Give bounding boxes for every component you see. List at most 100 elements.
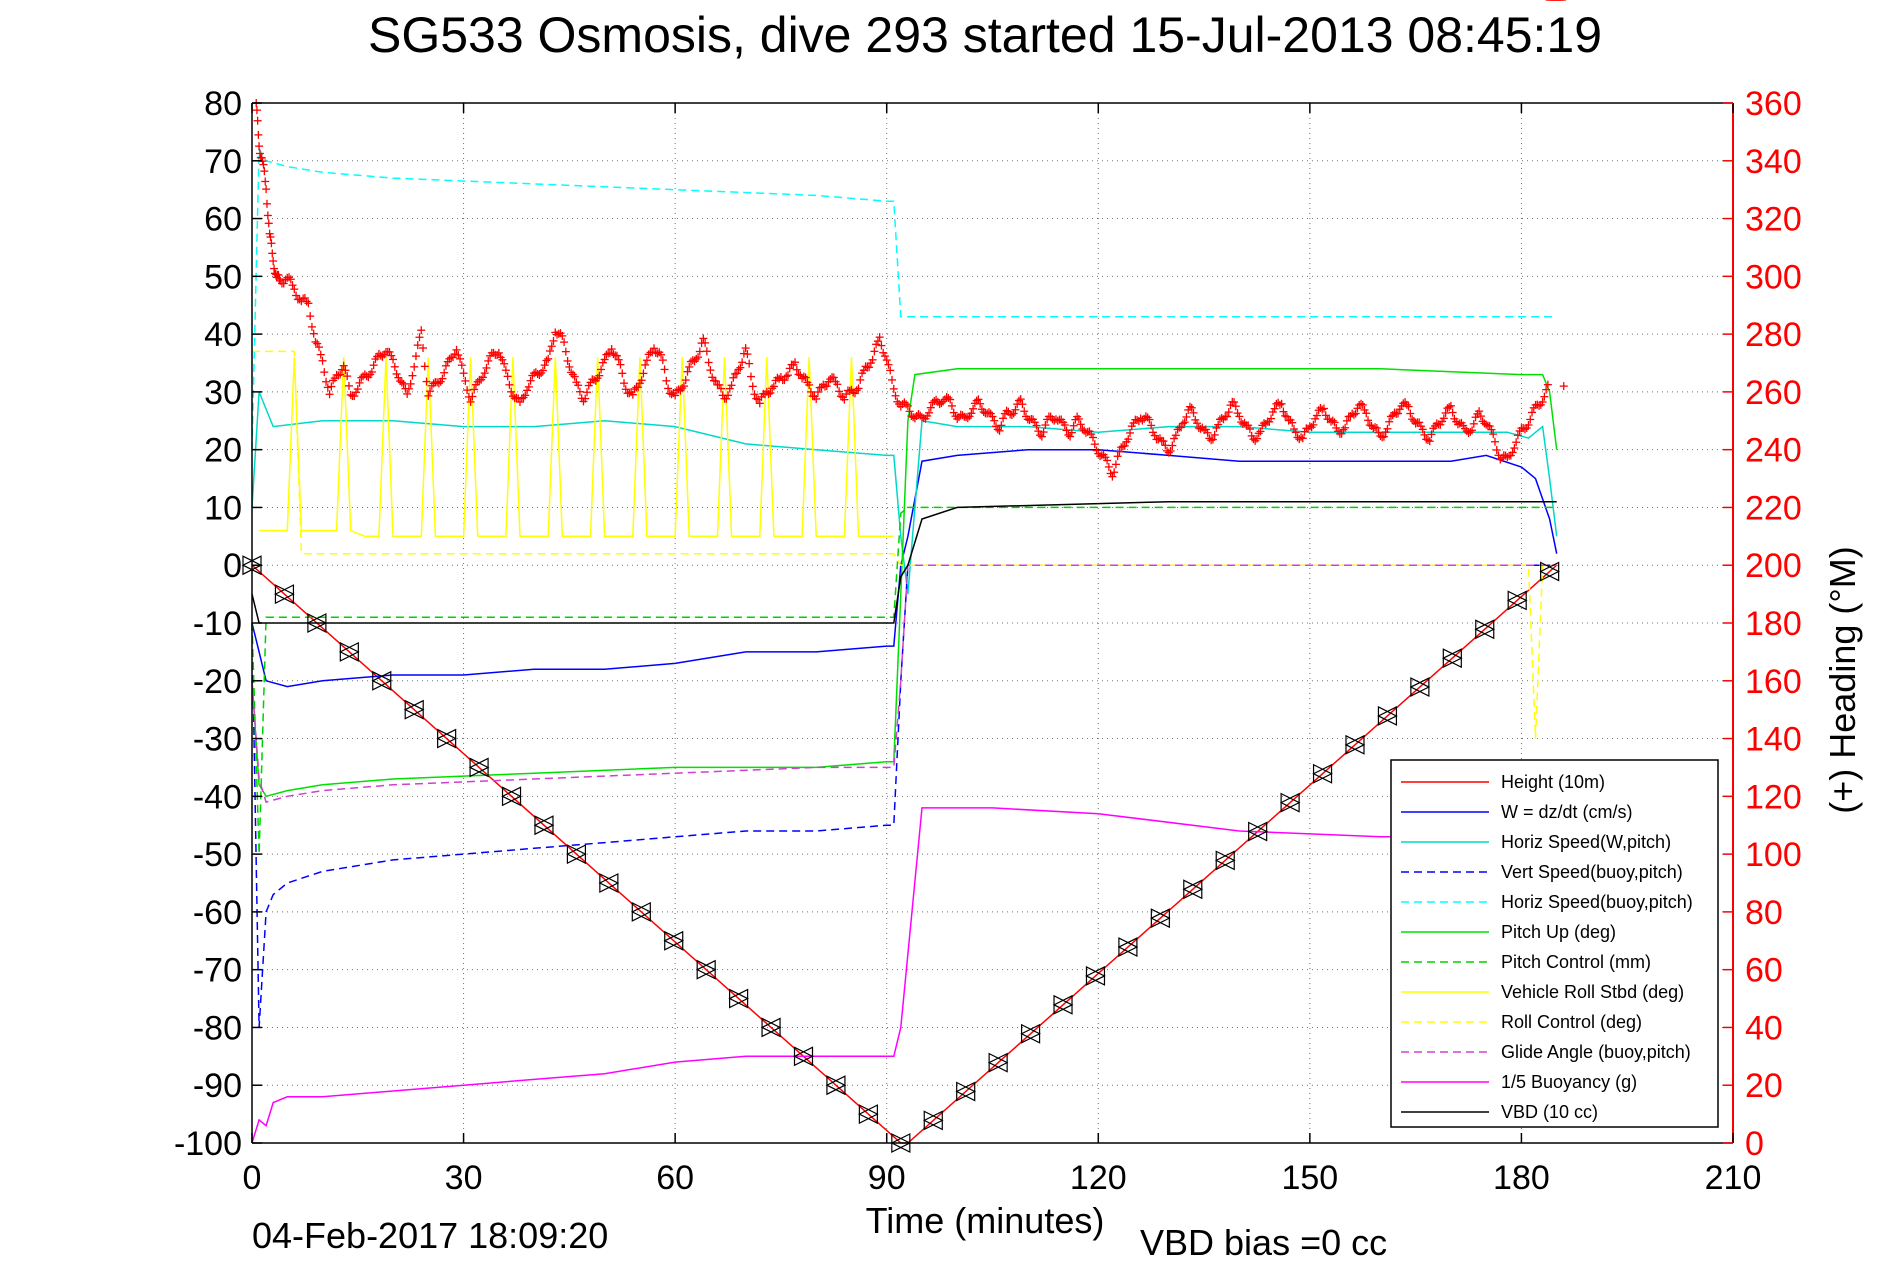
- heading-marker: [415, 333, 424, 342]
- heading-marker: [320, 368, 329, 377]
- heading-marker: [595, 371, 604, 380]
- y-tick-label: -40: [193, 778, 242, 816]
- heading-marker: [392, 369, 401, 378]
- y-tick-label: -10: [193, 605, 242, 643]
- height-marker: [663, 930, 685, 951]
- heading-marker: [997, 421, 1006, 430]
- heading-marker: [1538, 397, 1547, 406]
- legend-label: Horiz Speed(W,pitch): [1501, 832, 1671, 852]
- height-marker: [371, 670, 393, 691]
- heading-marker: [903, 401, 912, 410]
- heading-marker: [768, 384, 777, 393]
- heading-marker: [1138, 416, 1147, 425]
- heading-marker: [1066, 432, 1075, 441]
- heading-marker: [993, 425, 1002, 434]
- heading-marker: [1319, 404, 1328, 413]
- heading-marker: [905, 407, 914, 416]
- heading-marker: [873, 337, 882, 346]
- heading-marker: [1032, 421, 1041, 430]
- heading-marker: [494, 348, 503, 357]
- heading-marker: [1069, 421, 1078, 430]
- heading-marker: [457, 361, 466, 370]
- heading-marker: [1007, 410, 1016, 419]
- heading-marker: [1312, 411, 1321, 420]
- y-tick-label: -70: [193, 952, 242, 990]
- series-line-pitch_ctrl: [251, 506, 1557, 855]
- heading-marker: [524, 382, 533, 391]
- heading-marker: [255, 142, 264, 151]
- heading-marker: [484, 356, 493, 365]
- series-line-pitch: [251, 368, 1558, 798]
- heading-marker: [390, 362, 399, 371]
- heading-marker: [725, 384, 734, 393]
- heading-marker: [642, 356, 651, 365]
- heading-marker: [1327, 417, 1336, 426]
- heading-marker: [1358, 400, 1367, 409]
- height-marker: [1474, 619, 1496, 640]
- heading-marker: [605, 349, 614, 358]
- height-marker: [338, 641, 360, 662]
- heading-marker: [1230, 398, 1239, 407]
- heading-marker: [385, 347, 394, 356]
- height-marker: [403, 699, 425, 720]
- height-marker: [1344, 734, 1366, 755]
- heading-marker: [988, 412, 997, 421]
- heading-marker: [1020, 407, 1029, 416]
- heading-marker: [441, 361, 450, 370]
- heading-marker: [750, 390, 759, 399]
- x-tick-label: 210: [1705, 1159, 1762, 1197]
- heading-marker: [1097, 451, 1106, 460]
- heading-marker: [1025, 416, 1034, 425]
- heading-marker: [861, 362, 870, 371]
- heading-marker: [699, 334, 708, 343]
- heading-marker: [917, 413, 926, 422]
- heading-marker: [835, 387, 844, 396]
- heading-marker: [681, 376, 690, 385]
- heading-marker: [1503, 453, 1512, 462]
- heading-marker: [500, 359, 509, 368]
- heading-marker: [466, 397, 475, 406]
- heading-marker: [397, 378, 406, 387]
- heading-marker: [764, 390, 773, 399]
- heading-marker: [833, 380, 842, 389]
- heading-marker: [1356, 399, 1365, 408]
- heading-marker: [316, 350, 325, 359]
- height-marker: [1279, 792, 1301, 813]
- heading-marker: [376, 351, 385, 360]
- heading-marker: [1297, 433, 1306, 442]
- height-marker: [630, 901, 652, 922]
- y2-tick-label: 300: [1745, 258, 1802, 296]
- heading-marker: [262, 199, 271, 208]
- heading-marker: [969, 404, 978, 413]
- series-line-roll_ctrl: [252, 350, 1557, 739]
- heading-marker: [1270, 404, 1279, 413]
- heading-marker: [1524, 421, 1533, 430]
- heading-marker: [662, 376, 671, 385]
- heading-marker: [274, 270, 283, 279]
- heading-marker: [438, 374, 447, 383]
- heading-marker: [1208, 435, 1217, 444]
- heading-marker: [685, 362, 694, 371]
- heading-marker: [1439, 414, 1448, 423]
- heading-marker: [266, 233, 275, 242]
- heading-marker: [602, 350, 611, 359]
- heading-marker: [1542, 385, 1551, 394]
- heading-marker: [704, 358, 713, 367]
- height-marker: [825, 1075, 847, 1096]
- heading-marker: [628, 390, 637, 399]
- heading-marker: [1207, 436, 1216, 445]
- heading-marker: [260, 167, 269, 176]
- heading-marker: [336, 370, 345, 379]
- heading-marker: [413, 341, 422, 350]
- heading-marker: [1002, 406, 1011, 415]
- heading-marker: [746, 372, 755, 381]
- heading-marker: [1365, 421, 1374, 430]
- heading-marker: [1180, 418, 1189, 427]
- height-marker: [501, 786, 522, 807]
- heading-marker: [482, 363, 491, 372]
- heading-marker: [1378, 433, 1387, 442]
- height-marker: [1214, 850, 1236, 871]
- heading-marker: [1104, 462, 1113, 471]
- heading-marker: [1482, 420, 1491, 429]
- heading-marker: [1342, 416, 1351, 425]
